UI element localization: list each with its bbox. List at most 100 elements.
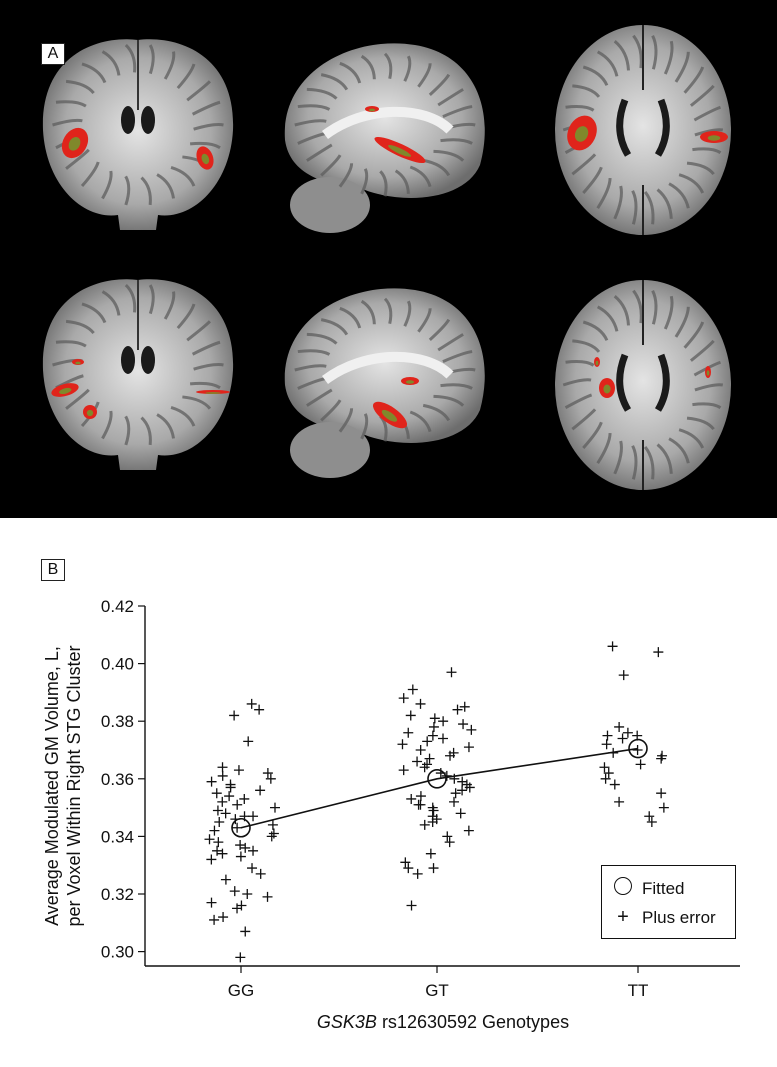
legend-error-row: + Plus error — [612, 906, 716, 929]
data-point-plus — [255, 785, 266, 796]
data-point-plus — [452, 704, 463, 715]
sagittal-slice-bottom — [284, 288, 485, 478]
data-point-plus — [614, 796, 625, 807]
fitted-marker — [231, 817, 251, 838]
data-point-plus — [603, 768, 614, 779]
data-point-plus — [455, 808, 466, 819]
data-point-plus — [427, 730, 438, 741]
data-point-plus — [406, 793, 417, 804]
data-point-plus — [229, 710, 240, 721]
data-point-plus — [412, 868, 423, 879]
data-point-plus — [267, 819, 278, 830]
data-point-plus — [425, 848, 436, 859]
data-point-plus — [240, 926, 251, 937]
data-point-plus — [254, 704, 265, 715]
data-point-plus — [235, 952, 246, 963]
data-point-plus — [429, 713, 440, 724]
data-point-plus — [235, 840, 246, 851]
data-point-plus — [232, 822, 243, 833]
data-point-plus — [415, 791, 426, 802]
data-point-plus — [415, 698, 426, 709]
data-point-plus — [217, 796, 228, 807]
data-point-plus — [240, 842, 251, 853]
data-point-plus — [656, 788, 667, 799]
data-point-plus — [428, 863, 439, 874]
data-point-plus — [449, 796, 460, 807]
data-point-plus — [644, 811, 655, 822]
data-point-plus — [209, 914, 220, 925]
data-point-plus — [457, 776, 468, 787]
legend-error-label: Plus error — [642, 907, 716, 927]
x-axis-title: GSK3B rs12630592 Genotypes — [317, 1012, 569, 1032]
data-point-plus — [458, 719, 469, 730]
data-point-plus — [255, 868, 266, 879]
data-point-plus — [220, 808, 231, 819]
circle-marker-icon — [612, 877, 634, 900]
panel-a-label: A — [41, 43, 65, 65]
data-point-plus — [217, 848, 228, 859]
data-point-plus — [658, 802, 669, 813]
data-point-plus — [248, 811, 259, 822]
data-point-plus — [262, 891, 273, 902]
data-point-plus — [403, 727, 414, 738]
data-point-plus — [646, 817, 657, 827]
data-point-plus — [463, 825, 474, 836]
data-point-plus — [398, 693, 409, 704]
data-point-plus — [657, 750, 668, 761]
data-point-plus — [457, 785, 468, 796]
legend-fitted-row: Fitted — [612, 877, 685, 900]
data-point-plus — [212, 805, 223, 816]
data-point-plus — [213, 837, 224, 848]
plus-marker-icon: + — [617, 906, 629, 928]
fitted-line — [240, 747, 639, 829]
data-point-plus — [236, 900, 247, 911]
axial-slice-bottom — [555, 280, 731, 490]
axial-slice-top — [555, 25, 731, 235]
data-point-plus — [247, 863, 258, 874]
chart-legend: Fitted + Plus error — [601, 865, 736, 939]
y-tick-label: 0.42 — [101, 597, 134, 616]
y-tick-label: 0.32 — [101, 885, 134, 904]
data-point-plus — [438, 733, 449, 744]
data-point-plus — [450, 788, 461, 799]
data-point-plus — [622, 727, 633, 738]
data-point-plus — [614, 721, 625, 732]
data-point-plus — [428, 721, 439, 732]
data-point-plus — [415, 745, 426, 755]
panel-b-label: B — [41, 559, 65, 581]
data-point-plus — [618, 670, 629, 681]
data-point-plus — [653, 647, 664, 658]
data-point-plus — [466, 724, 477, 735]
data-point-plus — [217, 762, 228, 773]
x-tick-label: TT — [628, 981, 649, 1000]
data-point-plus — [422, 736, 433, 747]
data-point-plus — [217, 770, 228, 781]
data-point-plus — [424, 753, 435, 764]
y-tick-label: 0.40 — [101, 655, 134, 674]
x-tick-label: GT — [425, 981, 449, 1000]
data-point-plus — [233, 765, 244, 776]
data-point-plus — [220, 874, 231, 885]
data-point-plus — [601, 739, 612, 750]
data-point-plus — [406, 900, 417, 911]
data-point-plus — [459, 701, 470, 712]
coronal-slice-bottom — [42, 279, 234, 470]
data-point-plus — [438, 716, 449, 727]
data-point-plus — [269, 802, 280, 813]
data-point-plus — [446, 667, 457, 678]
data-point-plus — [243, 736, 254, 747]
data-point-plus — [398, 765, 409, 776]
data-point-plus — [441, 770, 452, 781]
data-point-plus — [229, 886, 240, 897]
data-point-plus — [268, 828, 279, 839]
genotype-scatter-chart: 0.30 0.32 0.34 0.36 0.38 0.40 0.42 GG GT TT GSK3B … — [42, 597, 740, 1032]
data-point-plus — [413, 799, 424, 810]
data-point-plus — [214, 817, 225, 827]
sagittal-slice-top — [284, 43, 485, 233]
brain-imaging-panel: A — [0, 0, 777, 518]
data-point-plus — [635, 759, 646, 770]
data-point-plus — [235, 851, 246, 862]
brain-slices-figure — [42, 25, 731, 490]
y-axis-title: Average Modulated GM Volume, L, per Voxel… — [42, 645, 84, 926]
data-point-plus — [232, 799, 243, 810]
